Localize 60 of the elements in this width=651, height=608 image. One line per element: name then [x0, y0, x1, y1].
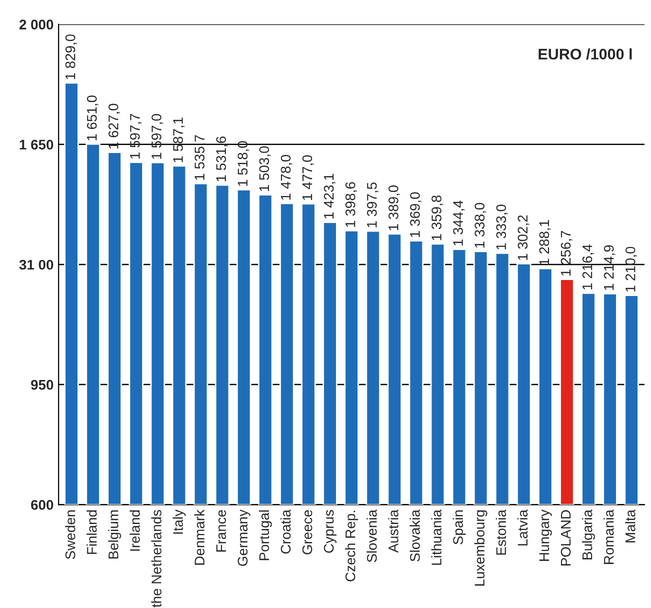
x-tick-label: Estonia: [496, 510, 506, 555]
x-tick-label: the Netherlands: [151, 510, 162, 608]
x-tick-label: Malta: [625, 510, 636, 542]
y-tick-label: 2 000: [19, 20, 54, 30]
data-label: 1 210,0: [625, 246, 637, 292]
y-tick-label: 1 650: [20, 140, 54, 150]
data-label: 1 256,7: [560, 230, 572, 276]
x-tick-label: Belgium: [108, 510, 122, 559]
data-label: 1 597,0: [152, 114, 164, 159]
data-label: 1 338,0: [474, 202, 486, 248]
data-label: 1 216,4: [582, 244, 594, 290]
x-tick-label: Luxembourg: [474, 510, 488, 586]
x-tick-label: Denmark: [194, 509, 204, 565]
x-tick-label: Spain: [452, 510, 466, 544]
x-tick-label: Latvia: [517, 510, 528, 546]
x-tick-label: France: [216, 510, 226, 552]
data-label: 1 627,0: [108, 104, 120, 148]
data-label: 1 397,5: [366, 182, 378, 228]
x-tick-label: Cyprus: [324, 510, 336, 553]
data-label: 1 302,2: [518, 215, 530, 260]
x-tick-label: Czech Rep.: [345, 510, 358, 582]
data-label: 1 369,0: [410, 192, 422, 238]
data-label: 1 503,0: [259, 146, 271, 192]
x-tick-label: Hungary: [539, 510, 552, 561]
x-tick-label: Italy: [172, 510, 186, 534]
data-label: 1 651,0: [86, 96, 98, 140]
data-label: 1 597,7: [130, 114, 142, 159]
y-tick-label: 600: [31, 500, 54, 510]
data-label: 1 535,7: [194, 135, 206, 180]
data-label: 1 477,0: [302, 155, 314, 200]
x-tick-label: Lithuania: [431, 509, 442, 565]
data-label: 1 423,1: [324, 174, 336, 218]
x-tick-label: Bulgaria: [582, 510, 595, 560]
data-label: 1 333,0: [496, 204, 508, 250]
x-tick-label: Greece: [302, 510, 312, 554]
x-tick-label: Slovakia: [410, 510, 420, 562]
x-tick-label: Germany: [238, 510, 250, 566]
data-label: 1 214,9: [604, 245, 616, 290]
data-label: 1 829,0: [65, 34, 77, 80]
data-label: 1 587,1: [173, 118, 185, 162]
data-label: 1 478,0: [280, 154, 292, 200]
data-label: 1 389,0: [388, 185, 400, 230]
data-label: 1 344,4: [453, 200, 465, 246]
x-tick-label: Sweden: [65, 510, 76, 560]
data-label: 1 359,8: [432, 195, 444, 240]
data-label: 1 398,6: [345, 182, 357, 227]
data-label: 1 518,0: [238, 141, 250, 186]
y-tick-label: 31 00: [19, 260, 54, 270]
x-tick-label: Croatia: [280, 510, 291, 554]
annotation: EURO /1000 l: [538, 48, 632, 60]
x-tick-label: POLAND: [560, 510, 571, 566]
x-tick-label: Ireland: [130, 510, 140, 551]
data-label: 1 531,6: [216, 136, 228, 182]
x-tick-label: Portugal: [258, 510, 272, 560]
y-tick-label: 950: [31, 380, 54, 390]
x-tick-label: Romania: [604, 510, 614, 564]
data-label: 1 288,1: [539, 220, 551, 265]
x-tick-label: Austria: [388, 510, 398, 553]
x-tick-label: Finland: [86, 510, 97, 554]
x-tick-label: Slovenia: [366, 510, 377, 562]
